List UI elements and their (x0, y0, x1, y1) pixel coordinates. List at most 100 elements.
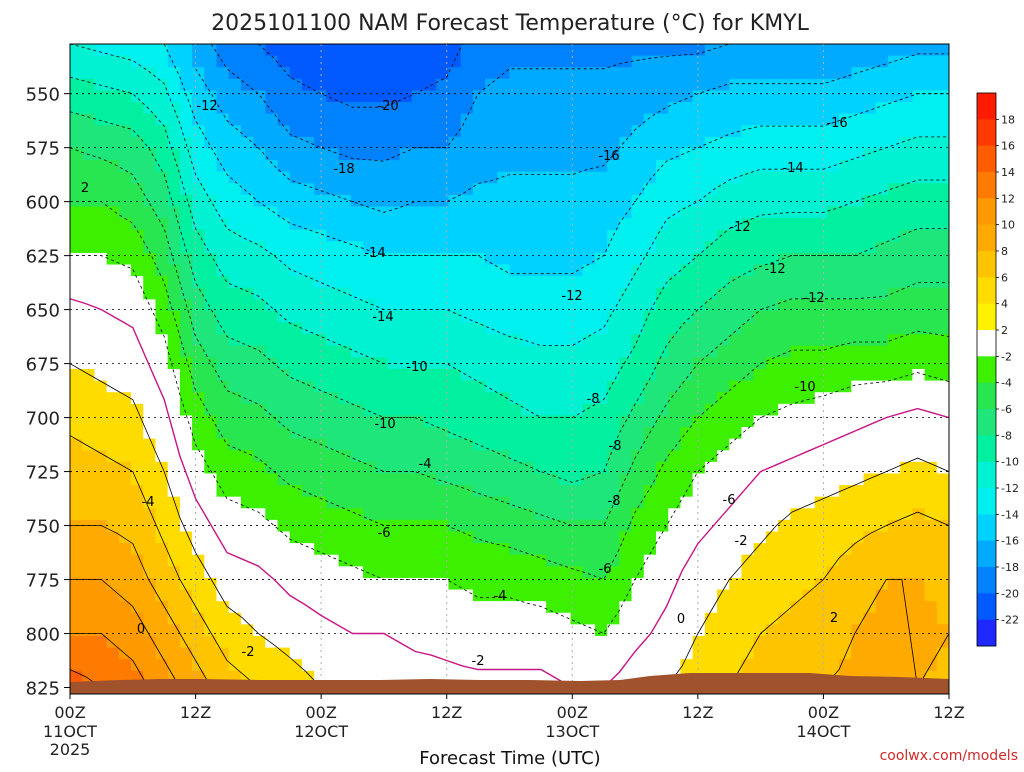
temperature-cell (253, 102, 266, 115)
temperature-cell (179, 508, 193, 521)
temperature-cell (924, 136, 938, 150)
temperature-cell (277, 252, 291, 266)
temperature-cell (778, 508, 791, 521)
temperature-cell (179, 566, 193, 579)
temperature-cell (204, 276, 218, 289)
temperature-cell (778, 322, 791, 335)
temperature-cell (375, 90, 389, 103)
temperature-cell (619, 427, 633, 440)
temperature-cell (326, 136, 340, 150)
temperature-cell (887, 102, 901, 115)
temperature-cell (668, 218, 682, 231)
temperature-cell (155, 369, 169, 382)
temperature-cell (472, 519, 486, 533)
temperature-cell (301, 44, 315, 57)
temperature-cell (155, 287, 169, 300)
temperature-cell (790, 496, 804, 509)
temperature-cell (594, 218, 608, 231)
temperature-cell (179, 380, 193, 393)
temperature-cell (533, 218, 547, 231)
temperature-cell (167, 659, 181, 672)
temperature-cell (863, 531, 877, 544)
temperature-cell (778, 438, 791, 451)
temperature-cell (82, 670, 96, 683)
temperature-cell (216, 252, 230, 266)
temperature-cell (863, 252, 877, 266)
temperature-cell (240, 612, 254, 625)
temperature-cell (143, 554, 157, 567)
temperature-cell (204, 241, 218, 254)
temperature-cell (741, 44, 755, 57)
temperature-cell (485, 403, 498, 417)
temperature-cell (619, 160, 633, 173)
temperature-cell (399, 496, 413, 509)
temperature-cell (814, 415, 828, 428)
temperature-cell (326, 241, 340, 254)
contour-label: -16 (598, 149, 619, 164)
temperature-cell (253, 310, 266, 324)
temperature-cell (680, 380, 694, 393)
temperature-cell (582, 415, 596, 428)
temperature-cell (326, 380, 340, 393)
temperature-cell (729, 136, 743, 150)
temperature-cell (436, 403, 450, 417)
temperature-cell (375, 601, 389, 614)
temperature-cell (204, 125, 218, 138)
temperature-cell (900, 485, 913, 498)
temperature-cell (82, 125, 96, 138)
temperature-cell (826, 90, 840, 103)
temperature-cell (277, 102, 291, 115)
temperature-cell (851, 125, 865, 138)
temperature-cell (778, 624, 791, 637)
temperature-cell (350, 55, 364, 68)
temperature-cell (94, 113, 108, 126)
temperature-cell (570, 171, 584, 184)
temperature-cell (399, 392, 413, 405)
temperature-cell (778, 90, 791, 103)
temperature-cell (558, 496, 572, 509)
temperature-cell (558, 577, 572, 591)
temperature-cell (485, 160, 498, 173)
temperature-cell (204, 160, 218, 173)
temperature-cell (497, 531, 511, 544)
temperature-cell (839, 612, 852, 625)
temperature-cell (936, 519, 949, 533)
temperature-cell (411, 380, 425, 393)
temperature-cell (778, 554, 791, 567)
temperature-cell (631, 241, 645, 254)
temperature-cell (143, 218, 157, 231)
temperature-cell (155, 310, 169, 324)
temperature-cell (82, 194, 96, 208)
temperature-cell (570, 438, 584, 451)
temperature-cell (363, 543, 376, 556)
temperature-cell (643, 90, 657, 103)
temperature-cell (741, 647, 755, 660)
temperature-cell (851, 438, 865, 451)
temperature-cell (363, 403, 376, 417)
temperature-cell (790, 403, 804, 417)
temperature-cell (387, 659, 401, 672)
temperature-cell (839, 78, 852, 92)
temperature-cell (485, 322, 498, 335)
temperature-cell (619, 392, 633, 405)
temperature-cell (167, 67, 181, 80)
temperature-cell (814, 171, 828, 184)
temperature-cell (826, 183, 840, 196)
temperature-cell (631, 148, 645, 161)
temperature-cell (704, 218, 718, 231)
temperature-cell (106, 148, 120, 161)
temperature-cell (509, 322, 523, 335)
temperature-cell (485, 508, 498, 521)
temperature-cell (582, 310, 596, 324)
temperature-cell (253, 229, 266, 242)
temperature-cell (729, 55, 743, 68)
temperature-cell (631, 310, 645, 324)
temperature-cell (338, 206, 352, 219)
temperature-cell (204, 403, 218, 417)
temperature-cell (826, 194, 840, 208)
temperature-cell (839, 229, 852, 242)
temperature-cell (765, 322, 779, 335)
temperature-cell (253, 357, 266, 370)
temperature-cell (424, 508, 437, 521)
temperature-cell (399, 543, 413, 556)
